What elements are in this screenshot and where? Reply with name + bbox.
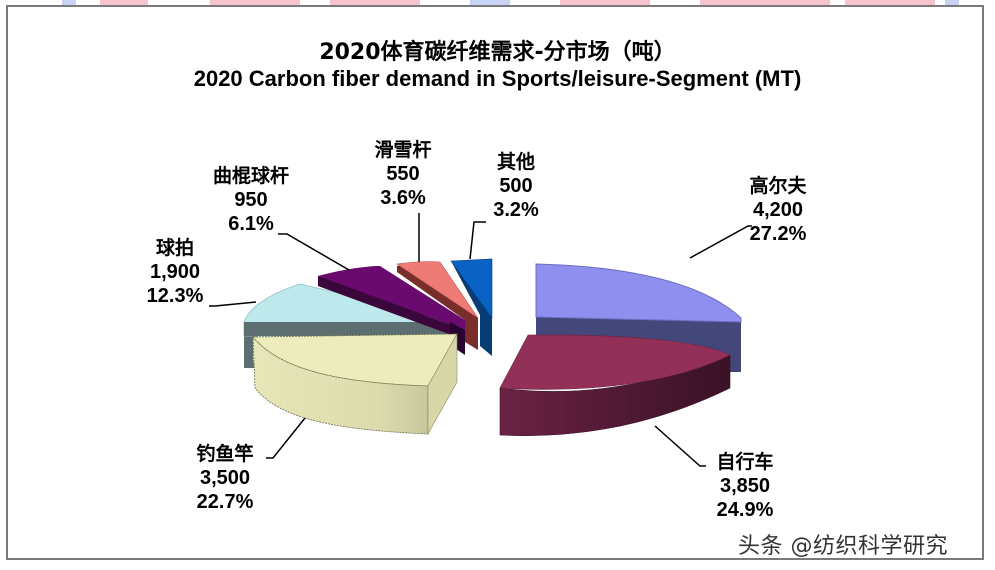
label-bicycle: 自行车 3,850 24.9% [700,450,790,522]
label-fishing-rod-name: 钓鱼竿 [196,443,254,465]
label-fishing-rod-value: 3,500 [199,467,251,489]
leader-golf [689,225,752,259]
label-ski-pole-value: 550 [386,163,420,185]
label-ski-pole-name: 滑雪杆 [374,139,432,161]
label-fishing-rod: 钓鱼竿 3,500 22.7% [180,442,270,514]
watermark: 头条 @纺织科学研究 [738,534,948,559]
slice-fishing-rod[interactable] [252,332,458,436]
label-other-pct: 3.2% [493,199,539,221]
label-bicycle-pct: 24.9% [716,499,774,521]
label-golf: 高尔夫 4,200 27.2% [728,174,828,246]
label-racket-value: 1,900 [149,261,201,283]
chart-title-en: 2020 Carbon fiber demand in Sports/leisu… [193,66,802,91]
label-golf-name: 高尔夫 [749,175,807,197]
leader-other [469,221,486,260]
label-hockey-stick-name: 曲棍球杆 [212,165,289,187]
label-hockey-stick: 曲棍球杆 950 6.1% [196,164,306,236]
label-other-name: 其他 [496,151,535,173]
label-racket: 球拍 1,900 12.3% [135,236,215,308]
leader-hockey-stick [278,233,350,271]
label-ski-pole-pct: 3.6% [380,187,426,209]
label-hockey-stick-value: 950 [234,189,268,211]
slice-ski-pole[interactable] [396,261,479,350]
label-fishing-rod-pct: 22.7% [196,491,254,513]
label-ski-pole: 滑雪杆 550 3.6% [363,138,443,210]
label-golf-value: 4,200 [752,199,804,221]
leader-lines [209,213,752,467]
chart-title-cn: 2020体育碳纤维需求-分市场（吨） [319,40,676,65]
label-hockey-stick-pct: 6.1% [228,213,274,235]
label-bicycle-value: 3,850 [719,475,771,497]
slice-racket[interactable] [243,283,456,368]
leader-fishing-rod [266,417,306,459]
leader-bicycle [654,425,706,467]
chart-frame [6,5,984,560]
slice-other[interactable] [450,258,493,356]
label-racket-pct: 12.3% [146,285,204,307]
label-other-value: 500 [499,175,533,197]
slice-bicycle[interactable] [499,334,731,436]
label-bicycle-name: 自行车 [716,451,774,473]
top-decoration [0,0,995,6]
leader-racket [209,301,257,307]
label-golf-pct: 27.2% [749,223,807,245]
label-other: 其他 500 3.2% [476,150,556,222]
label-racket-name: 球拍 [155,237,194,259]
